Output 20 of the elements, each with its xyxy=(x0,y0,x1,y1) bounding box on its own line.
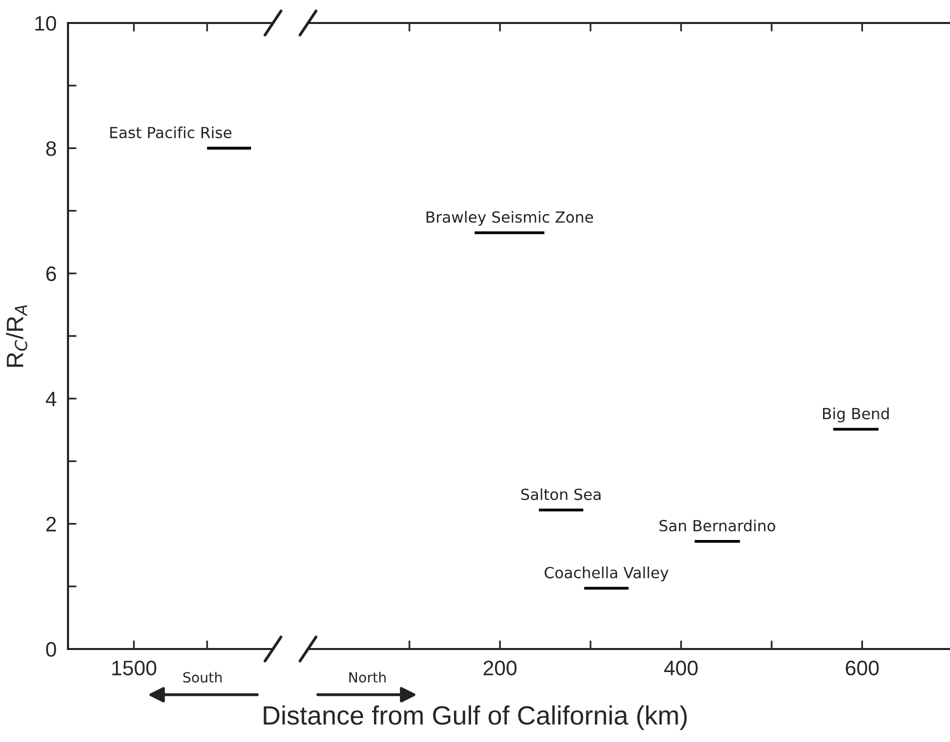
y-tick-label: 2 xyxy=(46,516,56,532)
x-tick-label: 1500 xyxy=(112,660,156,676)
series-label: East Pacific Rise xyxy=(110,126,232,138)
y-tick-label: 4 xyxy=(46,392,56,406)
x-tick-label: 200 xyxy=(484,660,517,676)
x-tick-label: 600 xyxy=(846,660,879,676)
series-label: Brawley Seismic Zone xyxy=(426,210,594,226)
text: North xyxy=(349,672,386,683)
series-label: Big Bend xyxy=(823,408,889,422)
y-tick-label: 8 xyxy=(46,141,56,156)
text: South xyxy=(183,672,222,683)
x-axis-title: Distance from Gulf of California (km) xyxy=(264,705,687,730)
x-tick-label: 400 xyxy=(664,660,698,676)
series-label: Coachella Valley xyxy=(544,566,668,582)
series-label: San Bernardino xyxy=(660,520,776,532)
series-label: Salton Sea xyxy=(521,488,601,500)
y-tick-label: 10 xyxy=(35,16,56,31)
y-axis-title: R$_{C}$/R$_{A}$ xyxy=(6,305,28,367)
y-tick-label: 6 xyxy=(46,266,56,282)
y-tick-label: 0 xyxy=(46,642,56,657)
